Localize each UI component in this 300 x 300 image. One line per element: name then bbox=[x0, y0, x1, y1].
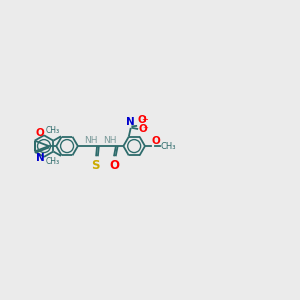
Text: CH₃: CH₃ bbox=[46, 157, 60, 166]
Text: O: O bbox=[36, 128, 44, 138]
Text: CH₃: CH₃ bbox=[46, 126, 60, 135]
Text: N: N bbox=[36, 153, 45, 164]
Text: O: O bbox=[138, 124, 147, 134]
Text: ⁻: ⁻ bbox=[142, 126, 148, 136]
Text: NH: NH bbox=[84, 136, 97, 145]
Text: S: S bbox=[92, 159, 100, 172]
Text: NH: NH bbox=[103, 136, 116, 145]
Text: +: + bbox=[141, 116, 148, 124]
Text: CH₃: CH₃ bbox=[160, 142, 176, 151]
Text: O: O bbox=[137, 115, 146, 125]
Text: O: O bbox=[151, 136, 160, 146]
Text: N: N bbox=[126, 117, 135, 127]
Text: O: O bbox=[109, 159, 119, 172]
